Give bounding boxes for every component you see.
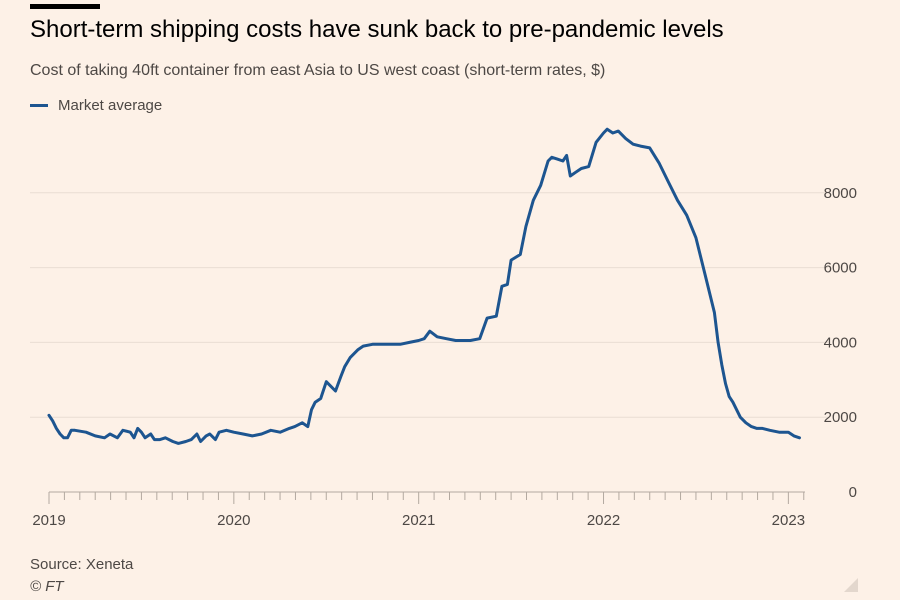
- x-tick-label: 2022: [587, 512, 620, 529]
- source-note: Source: Xeneta: [30, 556, 134, 573]
- resize-grip-icon: [844, 578, 858, 592]
- x-tick-label: 2019: [32, 512, 65, 529]
- chart-subtitle: Cost of taking 40ft container from east …: [30, 62, 606, 79]
- y-tick-label: 0: [849, 484, 857, 501]
- y-tick-label: 6000: [824, 260, 857, 277]
- x-tick-label: 2021: [402, 512, 435, 529]
- y-tick-label: 8000: [824, 185, 857, 202]
- x-tick-label: 2023: [772, 512, 805, 529]
- legend-swatch: [30, 104, 48, 107]
- copyright-credit: © FT: [30, 578, 64, 595]
- y-tick-label: 4000: [824, 334, 857, 351]
- chart-title: Short-term shipping costs have sunk back…: [30, 16, 724, 43]
- y-tick-label: 2000: [824, 409, 857, 426]
- top-rule: [30, 4, 100, 9]
- legend-label: Market average: [58, 97, 163, 114]
- series-line-market-average: [47, 127, 801, 445]
- legend: Market average: [30, 97, 162, 114]
- x-tick-label: 2020: [217, 512, 250, 529]
